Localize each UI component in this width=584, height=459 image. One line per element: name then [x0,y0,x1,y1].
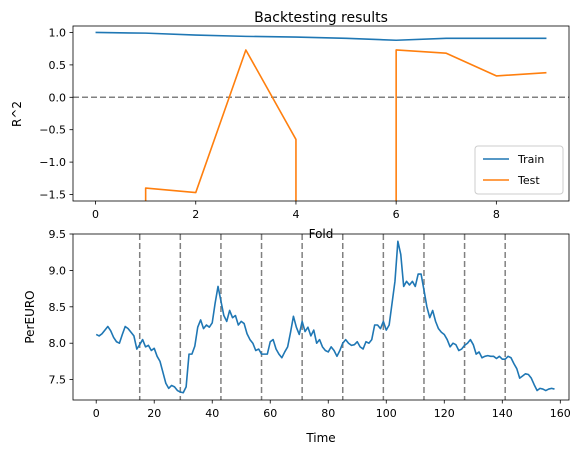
top-chart-title: Backtesting results [254,10,388,26]
x-tick-label: 0 [93,407,100,420]
x-tick-label: 4 [292,208,299,221]
series-line-train [95,31,547,42]
x-tick-label: 60 [263,407,277,420]
y-tick-label: 9.0 [49,264,67,277]
x-tick-label: 100 [376,407,397,420]
y-tick-label: 7.5 [49,374,67,387]
bottom-y-axis-label: PerEURO [23,290,37,343]
legend-box [474,145,564,195]
y-tick-label: −1.5 [39,189,66,202]
y-tick-label: −1.0 [39,156,66,169]
legend-train-label: Train [517,153,544,166]
x-tick-label: 20 [147,407,161,420]
y-tick-label: 0.0 [49,91,67,104]
x-tick-label: 80 [321,407,335,420]
x-tick-label: 0 [92,208,99,221]
y-tick-label: 8.0 [49,337,67,350]
top-y-axis-label: R^2 [10,101,24,127]
legend: Train Test [474,145,564,195]
x-tick-label: 40 [205,407,219,420]
top-axes-frame [72,25,570,202]
y-tick-label: 9.5 [49,228,67,241]
bottom-axes: 0 20 40 60 80 100 120 140 160 9.5 9.0 8.5 8.0 7.5 Pe… [23,228,571,445]
x-tick-label: 120 [434,407,455,420]
x-tick-label: 160 [550,407,571,420]
series-line-test [144,49,547,201]
y-tick-label: 8.5 [49,301,67,314]
x-tick-label: 140 [492,407,513,420]
legend-test-label: Test [517,174,540,187]
x-tick-label: 8 [493,208,500,221]
bottom-x-axis-label: Time [305,431,335,445]
series-line-pereuro [95,240,555,394]
y-tick-label: 1.0 [49,26,67,39]
y-tick-label: −0.5 [39,124,66,137]
x-tick-label: 2 [192,208,199,221]
top-axes: 0 2 4 6 8 1.0 0.5 0.0 −0.5 −1.0 −1.5 Backtesting … [10,10,570,241]
x-tick-label: 6 [393,208,400,221]
bottom-axes-frame [72,233,570,401]
y-tick-label: 0.5 [49,59,67,72]
